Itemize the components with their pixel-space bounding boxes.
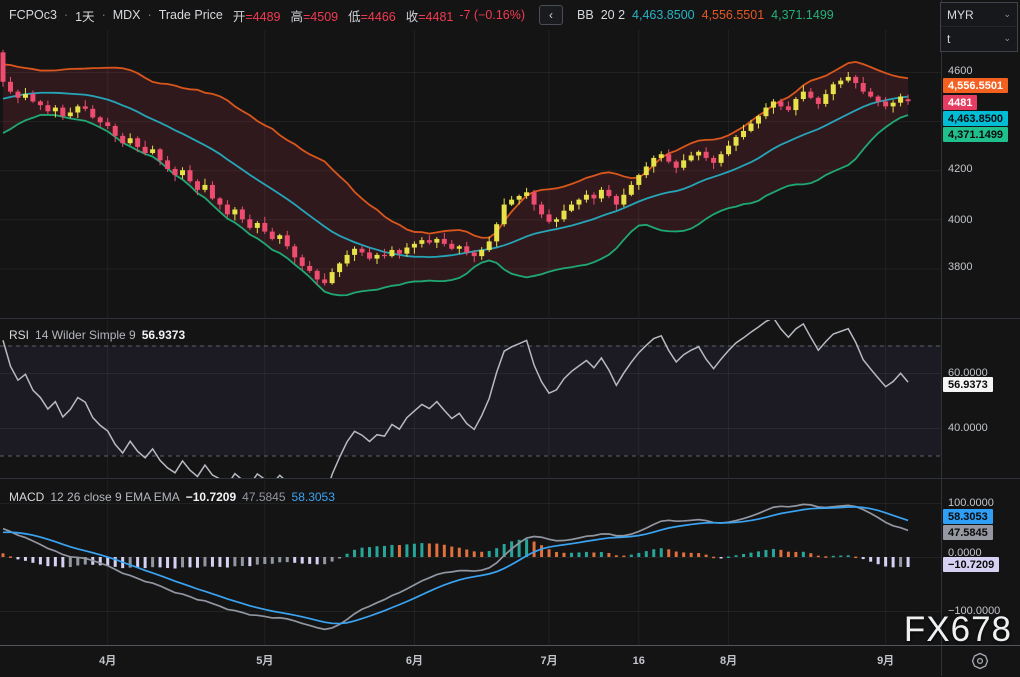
high-value: =4509 — [302, 9, 339, 24]
time-tick: 6月 — [405, 655, 423, 667]
currency-value: MYR — [947, 7, 974, 22]
pane-separator[interactable] — [0, 478, 1020, 479]
ohlc-open: 开=4489 — [233, 6, 281, 25]
rsi-params: 14 Wilder Simple 9 — [35, 328, 136, 342]
exchange-label: MDX — [112, 8, 141, 22]
time-tick: 8月 — [719, 655, 738, 667]
last-price-badge: 4481 — [943, 95, 978, 110]
low-label: 低 — [348, 9, 361, 24]
bb-basis-value: 4,463.8500 — [632, 8, 695, 22]
rsi-tick: 40.0000 — [948, 422, 988, 434]
time-tick: 4月 — [99, 655, 117, 667]
bb-params: 20 2 — [600, 8, 626, 22]
unit-value: t — [947, 31, 951, 46]
main-price-chart-canvas[interactable] — [0, 30, 941, 318]
time-tick: 9月 — [877, 655, 895, 667]
pane-separator[interactable] — [0, 318, 1020, 319]
bb-indicator-legend[interactable]: BB 20 2 4,463.8500 4,556.5501 4,371.1499 — [577, 8, 834, 22]
macd-line-value: 47.5845 — [242, 490, 286, 504]
series-type-label: Trade Price — [158, 8, 223, 22]
time-tick: 7月 — [540, 655, 558, 667]
chevron-down-icon: ⌄ — [1003, 33, 1011, 43]
price-axis-border — [941, 0, 942, 676]
bb-basis-price-badge: 4,463.8500 — [943, 111, 1009, 126]
time-tick: 5月 — [256, 655, 274, 667]
price-tick: 3800 — [948, 261, 973, 273]
chart-legend-bar: FCPOc3 · 1天 · MDX · Trade Price 开=4489 高… — [0, 0, 950, 30]
rsi-title: RSI — [9, 328, 30, 342]
currency-unit-menu: MYR ⌄ t ⌄ — [940, 2, 1018, 52]
bb-lower-value: 4,371.1499 — [771, 8, 834, 22]
price-tick: 4200 — [948, 163, 973, 175]
macd-hist-value: −10.7209 — [185, 490, 237, 504]
bb-upper-price-badge: 4,556.5501 — [943, 78, 1009, 93]
macd-hist-badge: −10.7209 — [943, 557, 1000, 572]
fx678-watermark: FX678 — [903, 610, 1012, 649]
macd-signal-value: 58.3053 — [291, 490, 335, 504]
settings-icon[interactable] — [971, 652, 989, 670]
high-label: 高 — [290, 9, 303, 24]
ohlc-high: 高=4509 — [290, 6, 338, 25]
interval-label[interactable]: 1天 — [75, 9, 95, 24]
close-value: =4481 — [418, 9, 454, 24]
macd-signal-badge: 58.3053 — [943, 509, 993, 524]
macd-line-badge: 47.5845 — [943, 525, 993, 540]
macd-tick: 100.0000 — [948, 497, 994, 509]
open-value: =4489 — [245, 9, 281, 24]
change-value: -7 (−0.16%) — [459, 8, 525, 22]
rsi-value: 56.9373 — [141, 328, 186, 342]
open-label: 开 — [232, 9, 246, 24]
macd-pane-canvas[interactable] — [0, 480, 941, 645]
macd-tick: −100.0000 — [948, 605, 1001, 617]
macd-legend[interactable]: MACD 12 26 close 9 EMA EMA −10.7209 47.5… — [9, 490, 335, 504]
ohlc-low: 低=4466 — [348, 6, 396, 25]
time-scale[interactable]: 4月 5月 6月 7月 16 8月 9月 — [0, 645, 1020, 677]
separator-dot: · — [63, 8, 69, 22]
rsi-legend[interactable]: RSI 14 Wilder Simple 9 56.9373 — [9, 328, 185, 342]
bb-upper-value: 4,556.5501 — [701, 8, 765, 22]
low-value: =4466 — [360, 9, 396, 24]
rsi-value-badge: 56.9373 — [943, 377, 993, 392]
separator-dot: · — [101, 8, 106, 22]
ohlc-close: 收=4481 — [406, 6, 454, 25]
time-tick: 16 — [632, 655, 645, 667]
rsi-pane-canvas[interactable] — [0, 320, 941, 478]
macd-tick: 0.0000 — [948, 547, 982, 559]
rsi-tick: 60.0000 — [948, 367, 988, 379]
bb-lower-price-badge: 4,371.1499 — [943, 127, 1009, 142]
price-tick: 4000 — [948, 214, 973, 226]
currency-select[interactable]: MYR ⌄ — [941, 3, 1017, 26]
price-tick: 4600 — [948, 65, 973, 77]
symbol-name[interactable]: FCPOc3 — [9, 8, 57, 22]
legend-collapse-button[interactable]: ‹ — [539, 5, 563, 25]
chevron-down-icon: ⌄ — [1003, 9, 1011, 19]
macd-params: 12 26 close 9 EMA EMA — [50, 490, 180, 504]
unit-select[interactable]: t ⌄ — [941, 26, 1017, 50]
close-label: 收 — [405, 9, 419, 24]
bb-title: BB — [577, 8, 594, 22]
separator-dot: · — [147, 8, 152, 22]
macd-title: MACD — [9, 490, 45, 504]
price-scale[interactable]: 4600 4200 4000 3800 4,556.5501 4481 4,46… — [942, 0, 1020, 676]
